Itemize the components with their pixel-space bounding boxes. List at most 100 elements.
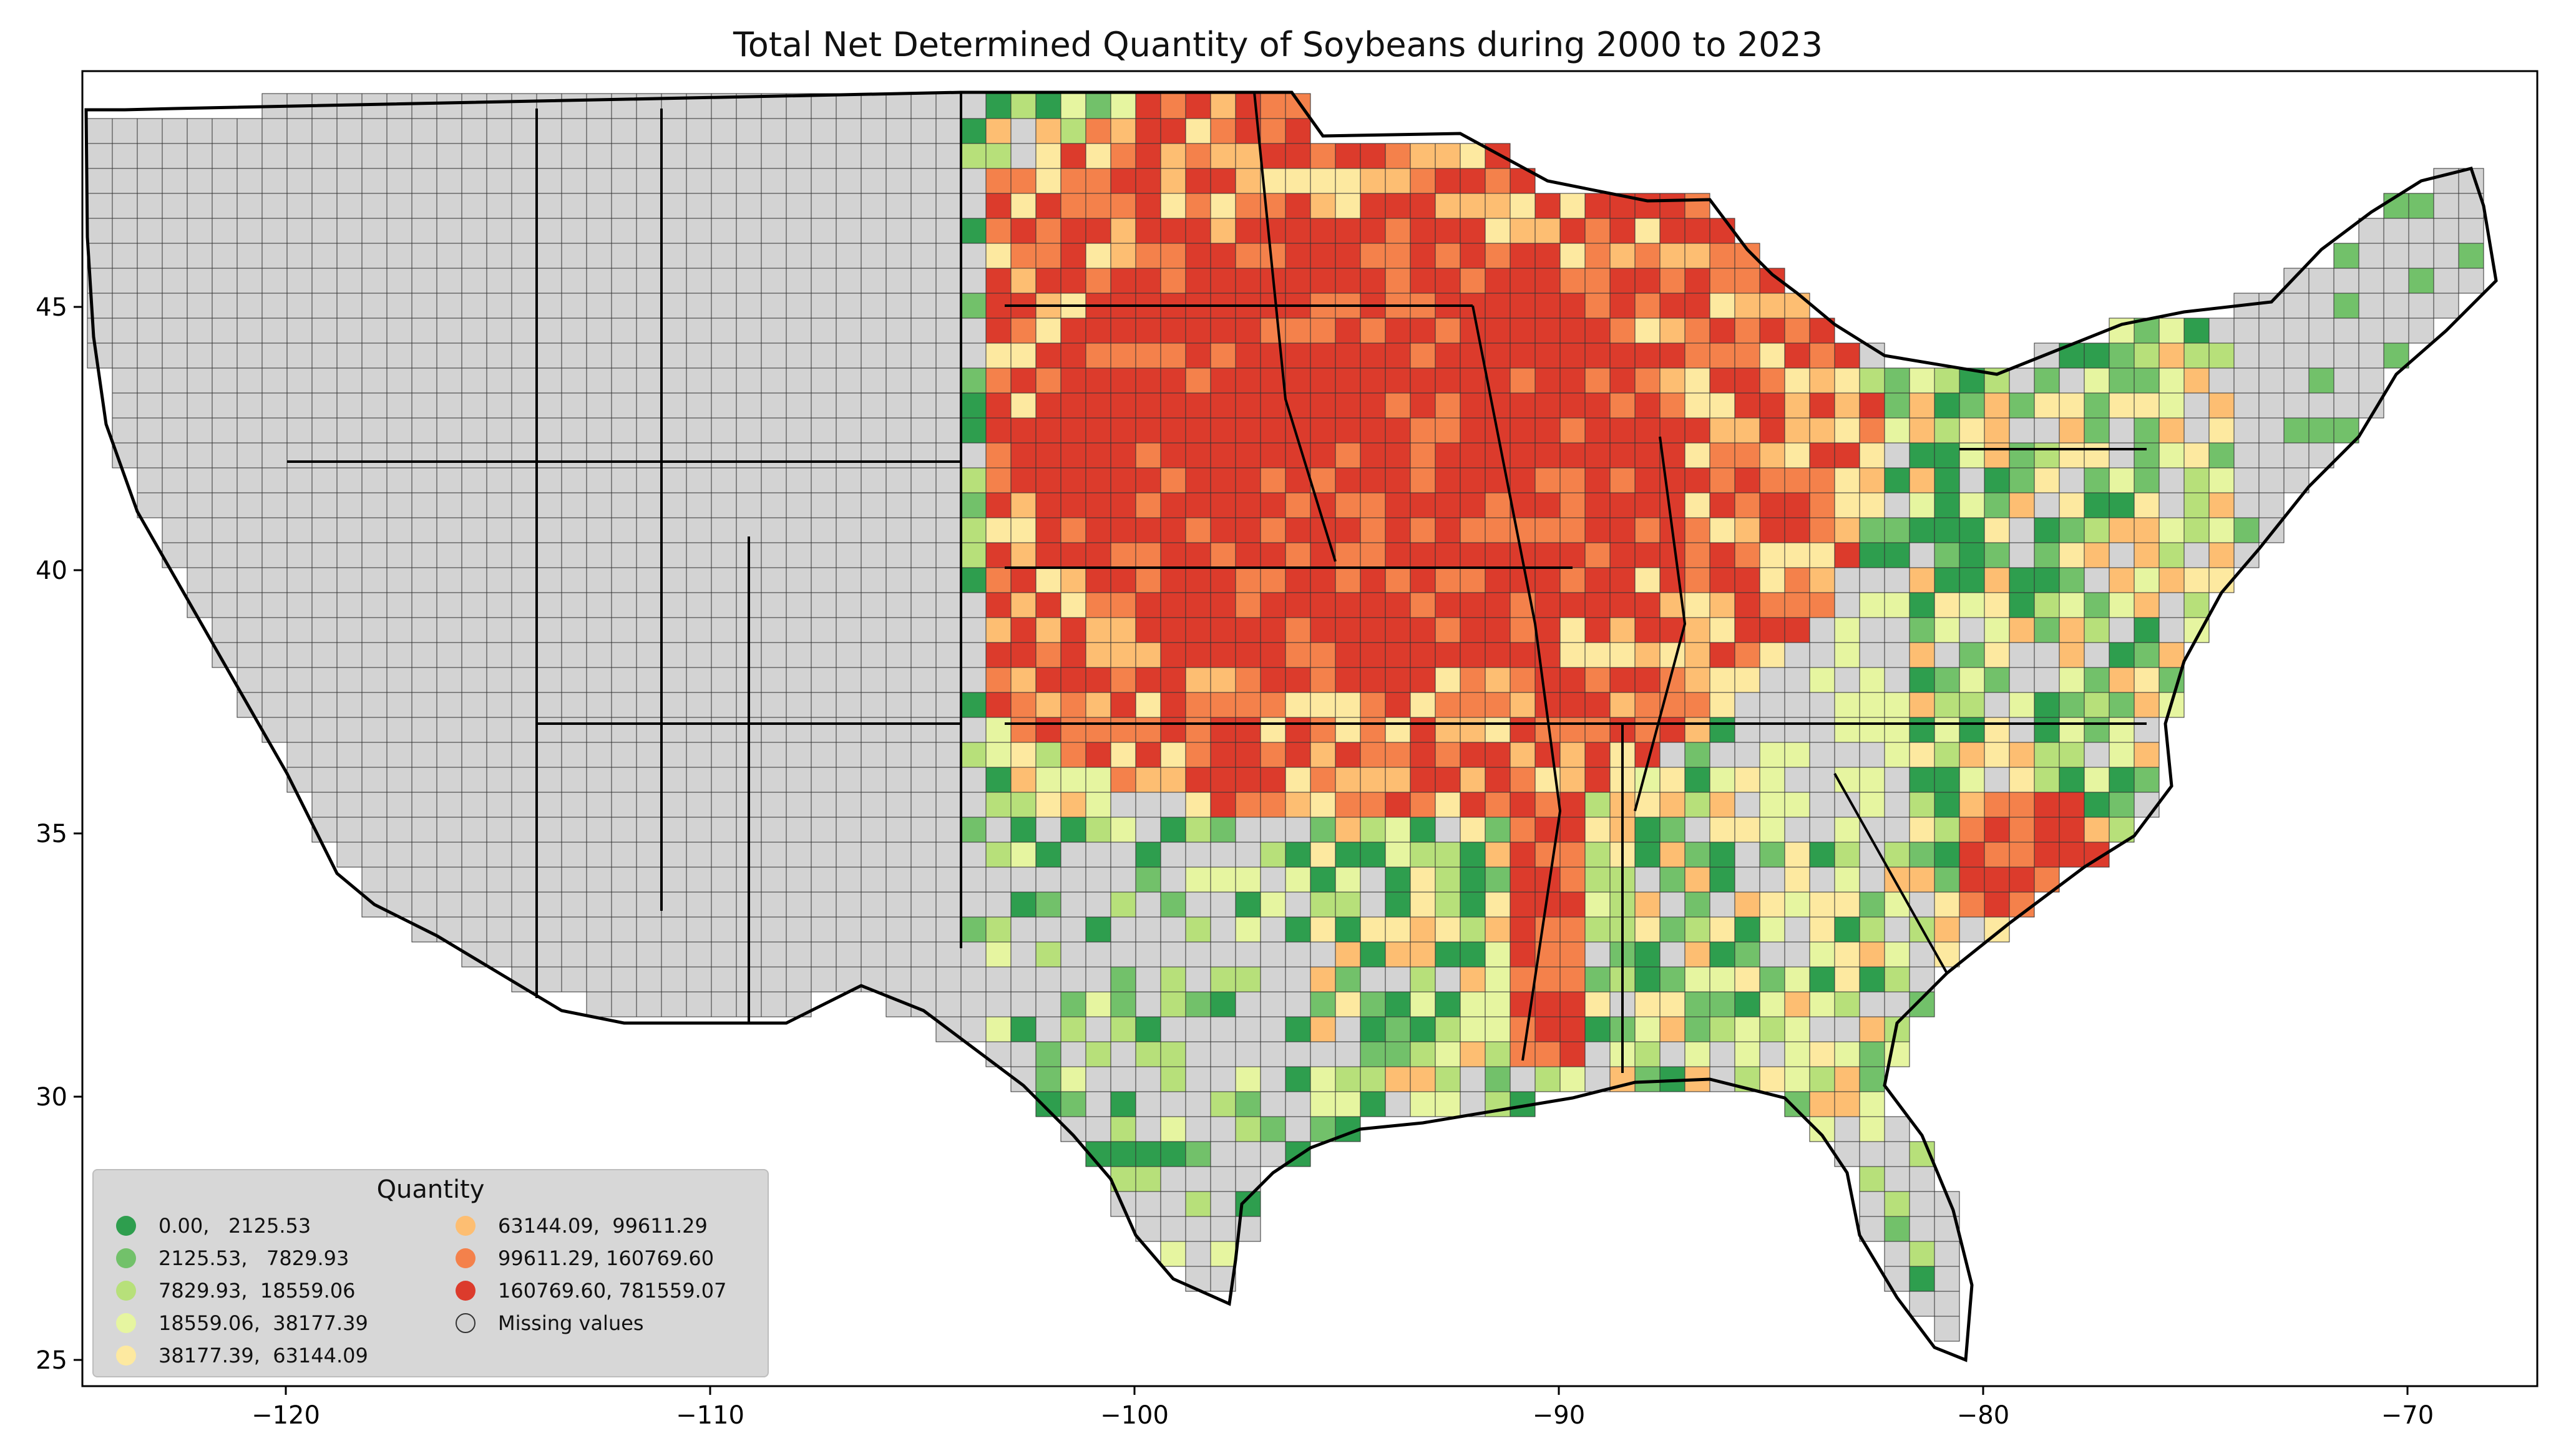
county-cell bbox=[1884, 966, 1910, 993]
county-cell bbox=[361, 692, 388, 718]
county-cell bbox=[1934, 1291, 1960, 1317]
county-cell bbox=[586, 866, 612, 893]
county-cell bbox=[586, 268, 612, 294]
county-cell bbox=[985, 268, 1012, 294]
county-cell bbox=[1210, 1091, 1236, 1117]
county-cell bbox=[761, 866, 787, 893]
county-cell bbox=[1285, 742, 1311, 768]
county-cell bbox=[985, 342, 1012, 369]
county-cell bbox=[1684, 817, 1710, 843]
county-cell bbox=[1734, 542, 1760, 568]
county-cell bbox=[2258, 293, 2285, 319]
county-cell bbox=[1734, 866, 1760, 893]
county-cell bbox=[661, 642, 687, 668]
county-cell bbox=[960, 1016, 987, 1042]
county-cell bbox=[736, 293, 762, 319]
county-cell bbox=[1460, 966, 1486, 993]
county-cell bbox=[861, 817, 887, 843]
county-cell bbox=[1385, 442, 1411, 468]
county-cell bbox=[686, 891, 712, 918]
county-cell bbox=[561, 318, 587, 344]
county-cell bbox=[1085, 143, 1111, 169]
county-cell bbox=[1310, 243, 1336, 269]
county-cell bbox=[1759, 1066, 1785, 1092]
state-borders bbox=[287, 92, 2147, 1073]
county-cell bbox=[1634, 1066, 1661, 1092]
county-cell bbox=[1709, 1041, 1735, 1067]
county-cell bbox=[1984, 542, 2010, 568]
county-cell bbox=[1634, 916, 1661, 943]
county-cell bbox=[187, 492, 213, 518]
county-cell bbox=[661, 168, 687, 194]
county-cell bbox=[1385, 1041, 1411, 1067]
county-cell bbox=[1310, 1066, 1336, 1092]
county-cell bbox=[1435, 1041, 1461, 1067]
county-cell bbox=[1185, 1216, 1211, 1242]
county-cell bbox=[836, 168, 862, 194]
county-cell bbox=[761, 168, 787, 194]
county-cell bbox=[636, 243, 662, 269]
county-cell bbox=[1135, 642, 1161, 668]
county-cell bbox=[336, 792, 363, 818]
county-cell bbox=[1884, 617, 1910, 643]
county-cell bbox=[1085, 916, 1111, 943]
county-cell bbox=[935, 617, 962, 643]
county-cell bbox=[1360, 916, 1386, 943]
county-cell bbox=[486, 617, 512, 643]
county-cell bbox=[1135, 168, 1161, 194]
county-cell bbox=[2233, 342, 2260, 369]
county-cell bbox=[1035, 692, 1061, 718]
county-cell bbox=[311, 592, 338, 618]
county-cell bbox=[561, 293, 587, 319]
county-cell bbox=[1335, 1066, 1361, 1092]
county-cell bbox=[985, 891, 1012, 918]
county-cell bbox=[661, 367, 687, 394]
county-cell bbox=[1185, 1141, 1211, 1167]
county-cell bbox=[2258, 492, 2285, 518]
county-cell bbox=[1460, 891, 1486, 918]
county-cell bbox=[1485, 617, 1511, 643]
county-cell bbox=[436, 492, 462, 518]
county-cell bbox=[761, 692, 787, 718]
county-cell bbox=[1035, 1016, 1061, 1042]
legend-item: 160769.60, 781559.07 bbox=[456, 1279, 726, 1303]
county-cell bbox=[611, 966, 637, 993]
county-cell bbox=[711, 143, 737, 169]
county-cell bbox=[1460, 667, 1486, 693]
county-cell bbox=[1335, 143, 1361, 169]
county-cell bbox=[1609, 392, 1636, 419]
county-cell bbox=[536, 742, 562, 768]
legend-label: 2125.53, 7829.93 bbox=[159, 1246, 349, 1270]
county-cell bbox=[1534, 667, 1561, 693]
county-cell bbox=[1485, 916, 1511, 943]
county-cell bbox=[461, 342, 487, 369]
county-cell bbox=[786, 817, 812, 843]
county-cell bbox=[661, 592, 687, 618]
county-cell bbox=[611, 941, 637, 968]
county-cell bbox=[1185, 1166, 1211, 1192]
county-cell bbox=[1310, 592, 1336, 618]
county-cell bbox=[1385, 268, 1411, 294]
county-cell bbox=[237, 492, 263, 518]
county-cell bbox=[1859, 442, 1885, 468]
county-cell bbox=[511, 143, 537, 169]
county-cell bbox=[1210, 517, 1236, 543]
county-cell bbox=[1285, 118, 1311, 144]
county-cell bbox=[1285, 1041, 1311, 1067]
county-cell bbox=[1834, 1141, 1860, 1167]
county-cell bbox=[1185, 1241, 1211, 1267]
county-cell bbox=[1734, 792, 1760, 818]
county-cell bbox=[511, 517, 537, 543]
county-cell bbox=[1210, 1016, 1236, 1042]
county-cell bbox=[1410, 817, 1436, 843]
county-cell bbox=[1859, 517, 1885, 543]
county-cell bbox=[1809, 542, 1835, 568]
county-cell bbox=[1984, 592, 2010, 618]
county-cell bbox=[2433, 268, 2459, 294]
county-cell bbox=[1310, 792, 1336, 818]
county-cell bbox=[1934, 1266, 1960, 1292]
county-cell bbox=[261, 367, 288, 394]
county-cell bbox=[686, 767, 712, 793]
county-cell bbox=[1160, 492, 1186, 518]
county-cell bbox=[1809, 567, 1835, 593]
